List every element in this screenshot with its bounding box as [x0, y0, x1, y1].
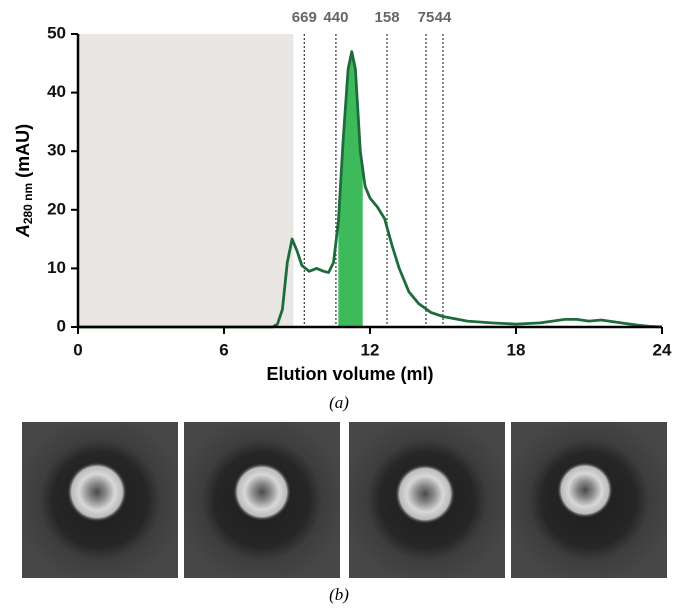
particle — [67, 462, 127, 522]
y-tick-label: 50 — [47, 23, 66, 42]
particle — [395, 464, 455, 524]
marker-label: 44 — [435, 9, 452, 26]
fraction-area — [338, 51, 363, 327]
x-tick-label: 18 — [507, 340, 526, 359]
marker-label: 158 — [375, 9, 400, 26]
y-tick-label: 20 — [47, 199, 66, 218]
y-tick-label: 0 — [57, 316, 66, 335]
panel-label: (a) — [329, 393, 349, 412]
y-tick-label: 30 — [47, 141, 66, 160]
x-tick-label: 12 — [361, 340, 380, 359]
marker-label: 75 — [418, 9, 435, 26]
marker-label: 669 — [292, 9, 317, 26]
y-tick-label: 40 — [47, 82, 66, 101]
y-axis-label: A280 nm (mAU) — [13, 124, 35, 238]
micrographs — [22, 422, 667, 578]
x-tick-label: 0 — [73, 340, 82, 359]
particle — [557, 462, 613, 518]
void-region — [78, 34, 294, 327]
y-label-symbol: A — [13, 224, 33, 238]
panel-label: (b) — [329, 585, 349, 604]
particle — [233, 463, 291, 521]
elution-line — [78, 50, 663, 329]
y-label-subscript: 280 nm — [21, 183, 35, 224]
x-tick-label: 6 — [219, 340, 228, 359]
y-tick-label: 10 — [47, 258, 66, 277]
x-axis-label: Elution volume (ml) — [266, 364, 433, 384]
x-tick-label: 24 — [653, 340, 672, 359]
y-label-unit: (mAU) — [13, 124, 33, 178]
marker-label: 440 — [323, 9, 348, 26]
